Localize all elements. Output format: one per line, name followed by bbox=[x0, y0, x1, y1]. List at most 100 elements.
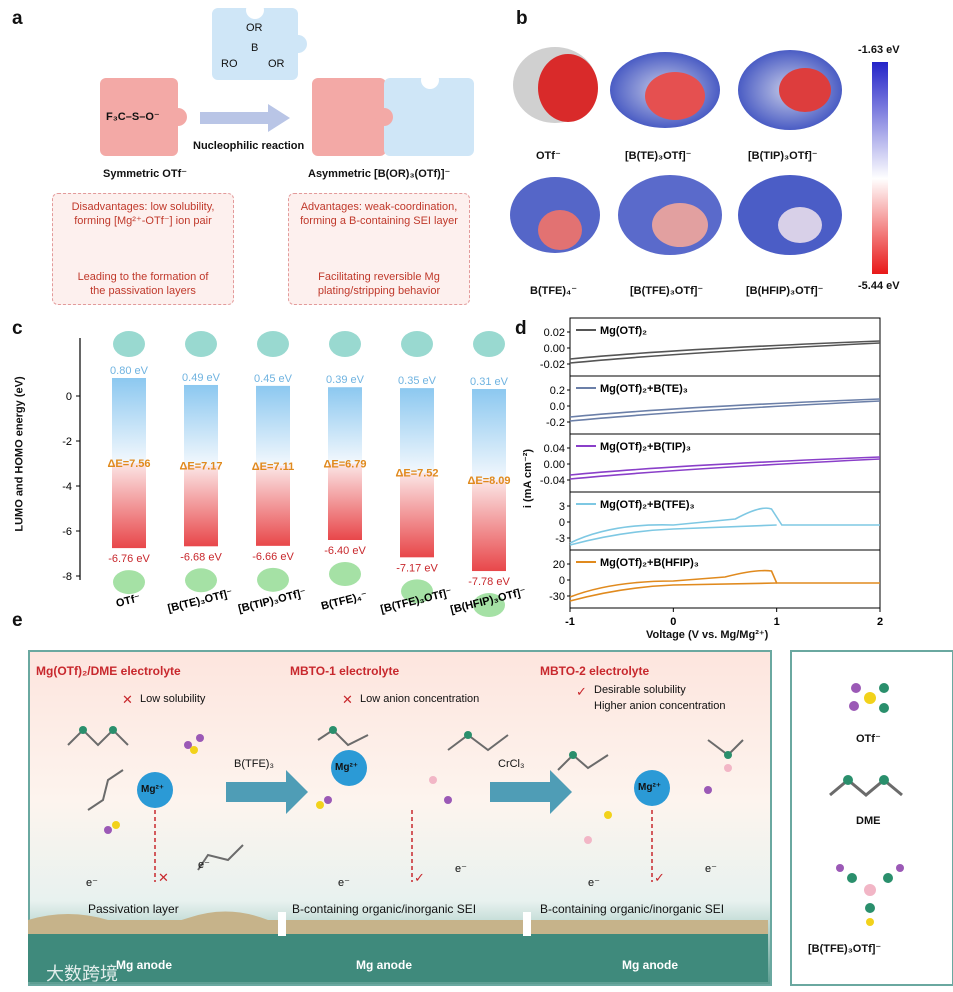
homo-label: -6.40 eV bbox=[324, 545, 366, 557]
col1-cross-icon: ✕ bbox=[122, 692, 133, 708]
arrow-b-tfe3 bbox=[226, 770, 308, 814]
esp-label-b-tfe3: [B(TFE)₃OTf]⁻ bbox=[630, 284, 703, 297]
lumo-orbital bbox=[113, 331, 145, 357]
homo-label: -6.76 eV bbox=[108, 553, 150, 565]
esp-label-otf: OTf⁻ bbox=[536, 149, 561, 162]
cv-legend-label: Mg(OTf)₂+B(TIP)₃ bbox=[600, 441, 691, 453]
lumo-label: 0.49 eV bbox=[182, 372, 221, 384]
arrow-crcl3 bbox=[490, 770, 572, 814]
y-tick-label: 0 bbox=[66, 391, 72, 403]
col3-bottom: B-containing organic/inorganic SEI bbox=[540, 902, 724, 916]
asymmetric-caption: Asymmetric [B(OR)₃(OTf)]⁻ bbox=[308, 167, 450, 180]
cv-curve-forward bbox=[570, 457, 880, 475]
electron-1: e⁻ bbox=[86, 876, 98, 889]
panel-label-b: b bbox=[516, 8, 528, 30]
cv-y-tick-label: 0.00 bbox=[544, 343, 565, 355]
lumo-label: 0.39 eV bbox=[326, 374, 365, 386]
cv-legend-label: Mg(OTf)₂+B(HFIP)₃ bbox=[600, 557, 699, 569]
cv-curve-reverse bbox=[570, 459, 880, 479]
cv-curve-forward bbox=[570, 341, 880, 359]
esp-label-b-hfip: [B(HFIP)₃OTf]⁻ bbox=[746, 284, 823, 297]
cv-y-tick-label: 0 bbox=[559, 575, 565, 587]
panel-d-xlabel: Voltage (V vs. Mg/Mg²⁺) bbox=[646, 628, 768, 641]
arrow2-label: CrCl₃ bbox=[498, 758, 524, 770]
nucleophilic-reaction-label: Nucleophilic reaction bbox=[193, 140, 304, 152]
col2-note: Low anion concentration bbox=[360, 693, 479, 705]
col3-check-icon: ✓ bbox=[576, 684, 587, 700]
col1-bottom: Passivation layer bbox=[88, 902, 179, 916]
reagent-b: B bbox=[251, 42, 258, 54]
lumo-orbital bbox=[185, 331, 217, 357]
arrow1-label: B(TFE)₃ bbox=[234, 758, 274, 770]
otf-formula: F₃C–S–O⁻ bbox=[106, 110, 160, 123]
gap-label: ΔE=7.11 bbox=[252, 461, 294, 473]
homo-label: -7.78 eV bbox=[468, 576, 510, 588]
lumo-orbital bbox=[473, 331, 505, 357]
category-label: B(TFE)₄⁻ bbox=[320, 590, 369, 613]
y-tick-label: -2 bbox=[62, 436, 72, 448]
leading-line1: Leading to the formation of bbox=[53, 270, 233, 284]
col2-title: MBTO-1 electrolyte bbox=[290, 664, 399, 678]
cv-x-tick-label: -1 bbox=[565, 616, 575, 628]
disadvantages-line1: Disadvantages: low solubility, bbox=[53, 200, 233, 214]
cv-y-tick-label: 0.02 bbox=[544, 327, 565, 339]
homo-bar bbox=[256, 466, 290, 546]
esp-color-scale bbox=[872, 62, 888, 274]
col3-title: MBTO-2 electrolyte bbox=[540, 664, 649, 678]
anode-label-3: Mg anode bbox=[622, 958, 678, 972]
combined-puzzle-red bbox=[312, 78, 386, 156]
reagent-ro: RO bbox=[221, 58, 238, 70]
homo-orbital bbox=[329, 562, 361, 586]
cv-y-tick-label: 3 bbox=[559, 501, 565, 513]
lumo-bar bbox=[256, 386, 290, 466]
y-tick-label: -8 bbox=[62, 571, 72, 583]
esp-scale-min: -5.44 eV bbox=[858, 280, 900, 292]
symmetric-otf-caption: Symmetric OTf⁻ bbox=[103, 167, 187, 180]
electron-6: e⁻ bbox=[705, 862, 717, 875]
category-label: OTf⁻ bbox=[115, 592, 142, 610]
lumo-bar bbox=[400, 388, 434, 473]
reagent-or-right: OR bbox=[268, 58, 285, 70]
esp-scale-max: -1.63 eV bbox=[858, 44, 900, 56]
legend-dme: DME bbox=[856, 815, 880, 827]
lumo-orbital bbox=[401, 331, 433, 357]
homo-orbital bbox=[185, 568, 217, 592]
cv-y-tick-label: 20 bbox=[553, 559, 565, 571]
disadvantages-line2: forming [Mg²⁺-OTf⁻] ion pair bbox=[53, 214, 233, 228]
mg-ion-label-3: Mg²⁺ bbox=[638, 782, 661, 793]
homo-bar bbox=[112, 463, 146, 548]
y-tick-label: -6 bbox=[62, 526, 72, 538]
cv-legend-label: Mg(OTf)₂+B(TFE)₃ bbox=[600, 499, 695, 511]
col2-check-mark: ✓ bbox=[414, 870, 425, 886]
cv-chart: Mg(OTf)₂0.020.00-0.02Mg(OTf)₂+B(TE)₃0.20… bbox=[530, 312, 890, 652]
cv-curve-reverse bbox=[570, 583, 777, 601]
reagent-or-top: OR bbox=[246, 22, 263, 34]
advantages-box: Advantages: weak-coordination, forming a… bbox=[288, 193, 470, 305]
homo-label: -7.17 eV bbox=[396, 562, 438, 574]
gap-label: ΔE=6.79 bbox=[323, 459, 366, 471]
homo-orbital bbox=[257, 568, 289, 592]
reaction-arrow bbox=[200, 104, 290, 132]
legend-dme-molecule bbox=[830, 780, 902, 795]
cv-legend-label: Mg(OTf)₂ bbox=[600, 325, 647, 337]
cv-y-tick-label: 0.00 bbox=[544, 459, 565, 471]
electron-5: e⁻ bbox=[588, 876, 600, 889]
gap-label: ΔE=7.17 bbox=[179, 461, 222, 473]
lumo-label: 0.45 eV bbox=[254, 373, 293, 385]
mg-ion-label-2: Mg²⁺ bbox=[335, 762, 358, 773]
cv-curve-reverse bbox=[570, 401, 880, 421]
lumo-bar bbox=[184, 385, 218, 466]
legend-otf: OTf⁻ bbox=[856, 732, 881, 745]
disadvantages-box: Disadvantages: low solubility, forming [… bbox=[52, 193, 234, 305]
lumo-label: 0.80 eV bbox=[110, 365, 149, 377]
cv-x-tick-label: 2 bbox=[877, 616, 883, 628]
lumo-orbital bbox=[329, 331, 361, 357]
electron-4: e⁻ bbox=[455, 862, 467, 875]
panel-c-ylabel: LUMO and HOMO energy (eV) bbox=[14, 376, 26, 531]
watermark: 大数跨境 bbox=[46, 960, 118, 986]
cv-y-tick-label: -30 bbox=[549, 591, 565, 603]
homo-bar bbox=[328, 464, 362, 540]
cv-y-tick-label: -0.04 bbox=[540, 475, 565, 487]
homo-bar bbox=[184, 466, 218, 547]
homo-bar bbox=[472, 480, 506, 571]
